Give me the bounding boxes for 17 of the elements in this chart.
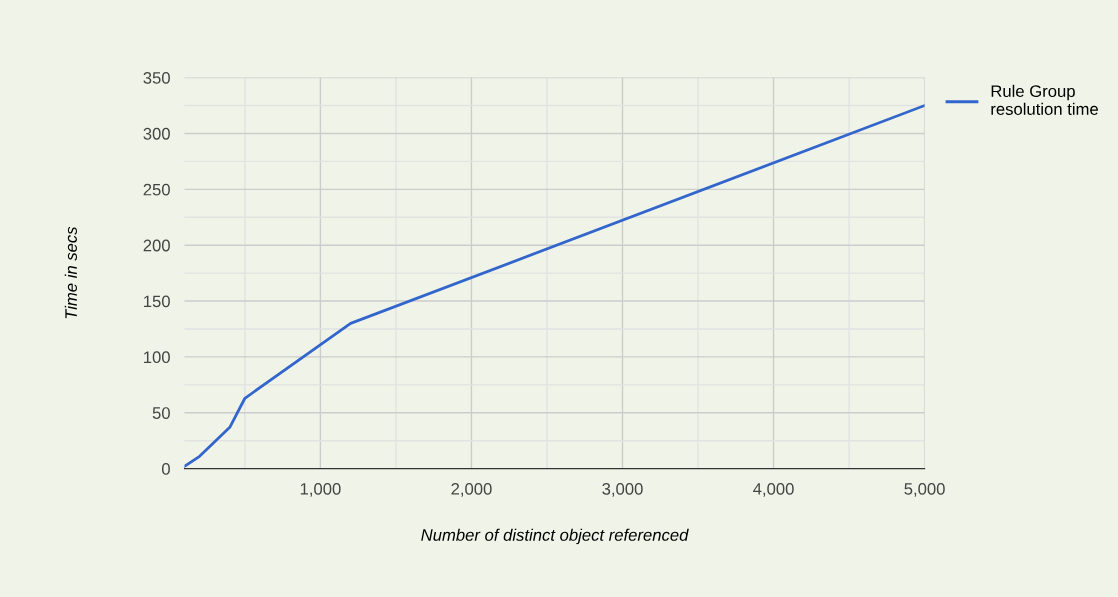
y-tick-label: 50 — [152, 407, 170, 419]
x-axis-title: Number of distinct object referenced — [421, 528, 689, 545]
y-tick-label: 150 — [144, 295, 170, 308]
x-tick-label: 5,000 — [904, 482, 945, 497]
x-tick-label: 3,000 — [602, 482, 643, 497]
legend-label: Rule Group resolution time — [991, 84, 1098, 115]
y-tick-label: 300 — [143, 127, 170, 140]
y-tick-label: 200 — [143, 239, 170, 252]
x-tick-label: 1,000 — [300, 482, 341, 497]
x-tick-label: 2,000 — [451, 482, 492, 497]
line-series — [184, 104, 925, 468]
y-tick-label: 100 — [144, 351, 170, 364]
y-tick-label: 350 — [143, 72, 170, 84]
y-axis-title: Time in secs — [64, 226, 77, 319]
y-tick-label: 250 — [143, 183, 170, 196]
x-tick-label: 4,000 — [753, 482, 794, 497]
y-tick-label: 0 — [161, 463, 170, 475]
